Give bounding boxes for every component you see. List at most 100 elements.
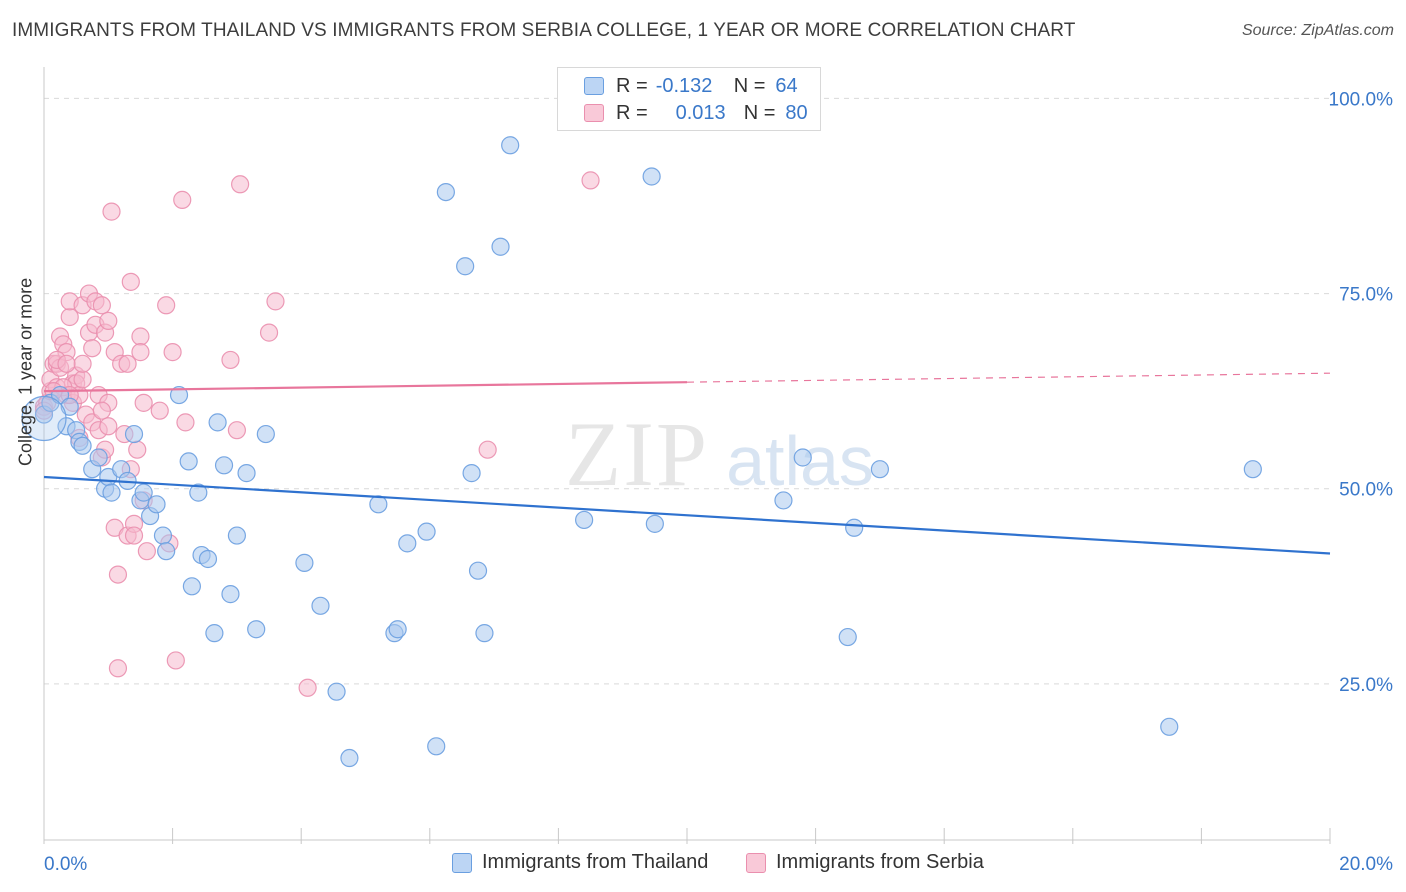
- thailand-point: [427, 737, 446, 756]
- thailand-point: [462, 464, 481, 483]
- legend-swatch-serbia: [584, 104, 604, 122]
- serbia-point: [163, 343, 182, 362]
- thailand-point: [369, 495, 388, 514]
- x-tick-label-max: 20.0%: [1339, 854, 1393, 875]
- thailand-point: [491, 237, 510, 256]
- serbia-point: [134, 393, 153, 412]
- thailand-point: [247, 620, 266, 639]
- thailand-point: [89, 448, 108, 467]
- serbia-point: [118, 354, 137, 373]
- serbia-point: [259, 323, 279, 342]
- thailand-point: [475, 624, 494, 643]
- serbia-point: [266, 292, 285, 311]
- serbia-point: [227, 421, 246, 440]
- bottom-legend-label-serbia: Immigrants from Serbia: [776, 851, 984, 873]
- serbia-point: [92, 401, 111, 420]
- thailand-point: [774, 491, 793, 510]
- thailand-point: [21, 395, 67, 442]
- watermark-zip: ZIP: [565, 403, 709, 505]
- thailand-point: [642, 167, 661, 186]
- thailand-point: [153, 526, 173, 545]
- thailand-point: [227, 526, 246, 545]
- serbia-point: [128, 440, 147, 459]
- thailand-point: [182, 577, 201, 596]
- chart-title: IMMIGRANTS FROM THAILAND VS IMMIGRANTS F…: [12, 20, 1076, 41]
- source-credit: Source: ZipAtlas.com: [1241, 22, 1394, 39]
- axes: [43, 67, 1331, 844]
- tick-labels: 25.0% 50.0% 75.0% 100.0% 0.0% 20.0%: [44, 89, 1393, 875]
- serbia-point: [157, 296, 176, 315]
- thailand-point: [327, 682, 346, 701]
- thailand-point: [645, 514, 664, 533]
- series-serbia-points: [34, 171, 600, 697]
- serbia-point: [221, 350, 240, 370]
- thailand-point: [214, 456, 234, 475]
- thailand-point: [398, 534, 417, 553]
- serbia-point: [57, 354, 76, 373]
- legend-swatch-thailand: [584, 77, 604, 95]
- bottom-legend-label-thailand: Immigrants from Thailand: [482, 851, 709, 873]
- legend-n-label: N =: [743, 101, 776, 124]
- y-axis-label: College, 1 year or more: [15, 277, 36, 466]
- thailand-point: [1243, 460, 1262, 479]
- serbia-point: [231, 175, 250, 194]
- legend-n-value-thailand: 64: [775, 74, 798, 97]
- watermark: ZIP atlas: [565, 403, 874, 505]
- thailand-point: [295, 553, 314, 572]
- y-tick-label: 50.0%: [1339, 480, 1393, 501]
- thailand-point: [237, 464, 256, 483]
- thailand-point: [198, 549, 218, 569]
- thailand-point: [417, 522, 436, 541]
- thailand-point: [157, 542, 176, 561]
- legend-r-label: R =: [616, 101, 648, 124]
- thailand-point: [124, 424, 144, 444]
- thailand-point: [436, 182, 455, 202]
- legend-r-value-thailand: -0.132: [655, 74, 713, 97]
- thailand-point: [388, 620, 407, 639]
- x-tick-label-min: 0.0%: [44, 854, 87, 875]
- serbia-point: [150, 401, 169, 420]
- serbia-point: [99, 311, 118, 330]
- thailand-point: [845, 518, 864, 537]
- serbia-point: [108, 659, 128, 678]
- serbia-point: [83, 339, 102, 358]
- serbia-point: [131, 327, 150, 346]
- serbia-point: [73, 370, 92, 389]
- thailand-point: [793, 448, 812, 467]
- thailand-point: [147, 495, 166, 514]
- legend-n-label: N =: [733, 74, 766, 97]
- thailand-point: [838, 627, 857, 647]
- thailand-point: [340, 748, 359, 768]
- serbia-point: [581, 171, 600, 190]
- serbia-point: [176, 413, 195, 432]
- bottom-legend-thailand: Immigrants from Thailand: [452, 851, 708, 874]
- thailand-point: [205, 624, 224, 643]
- serbia-point: [173, 190, 192, 209]
- correlation-legend: R = -0.132 N = 64 R = 0.013 N = 80: [557, 67, 821, 131]
- legend-row-serbia: R = 0.013 N = 80: [584, 100, 808, 126]
- serbia-point: [73, 354, 92, 373]
- thailand-point: [221, 585, 240, 604]
- serbia-point: [478, 440, 497, 459]
- thailand-point: [169, 385, 189, 405]
- thailand-point: [311, 596, 330, 615]
- serbia-point: [137, 542, 156, 561]
- thailand-point: [501, 136, 520, 155]
- thailand-point: [870, 460, 890, 479]
- thailand-point: [468, 561, 488, 580]
- legend-row-thailand: R = -0.132 N = 64: [584, 73, 798, 99]
- y-tick-label: 100.0%: [1329, 89, 1394, 110]
- serbia-point: [102, 202, 121, 221]
- thailand-point: [256, 424, 275, 444]
- series-thailand-points: [21, 136, 1262, 768]
- thailand-point: [102, 483, 121, 502]
- serbia-trend-line-extrapolated: [686, 372, 1331, 383]
- thailand-point: [208, 413, 227, 432]
- legend-r-value-serbia: 0.013: [656, 102, 726, 125]
- serbia-point: [92, 296, 111, 315]
- thailand-point: [60, 397, 79, 416]
- y-tick-label: 75.0%: [1339, 285, 1393, 306]
- thailand-point: [189, 483, 208, 502]
- serbia-point: [99, 417, 118, 436]
